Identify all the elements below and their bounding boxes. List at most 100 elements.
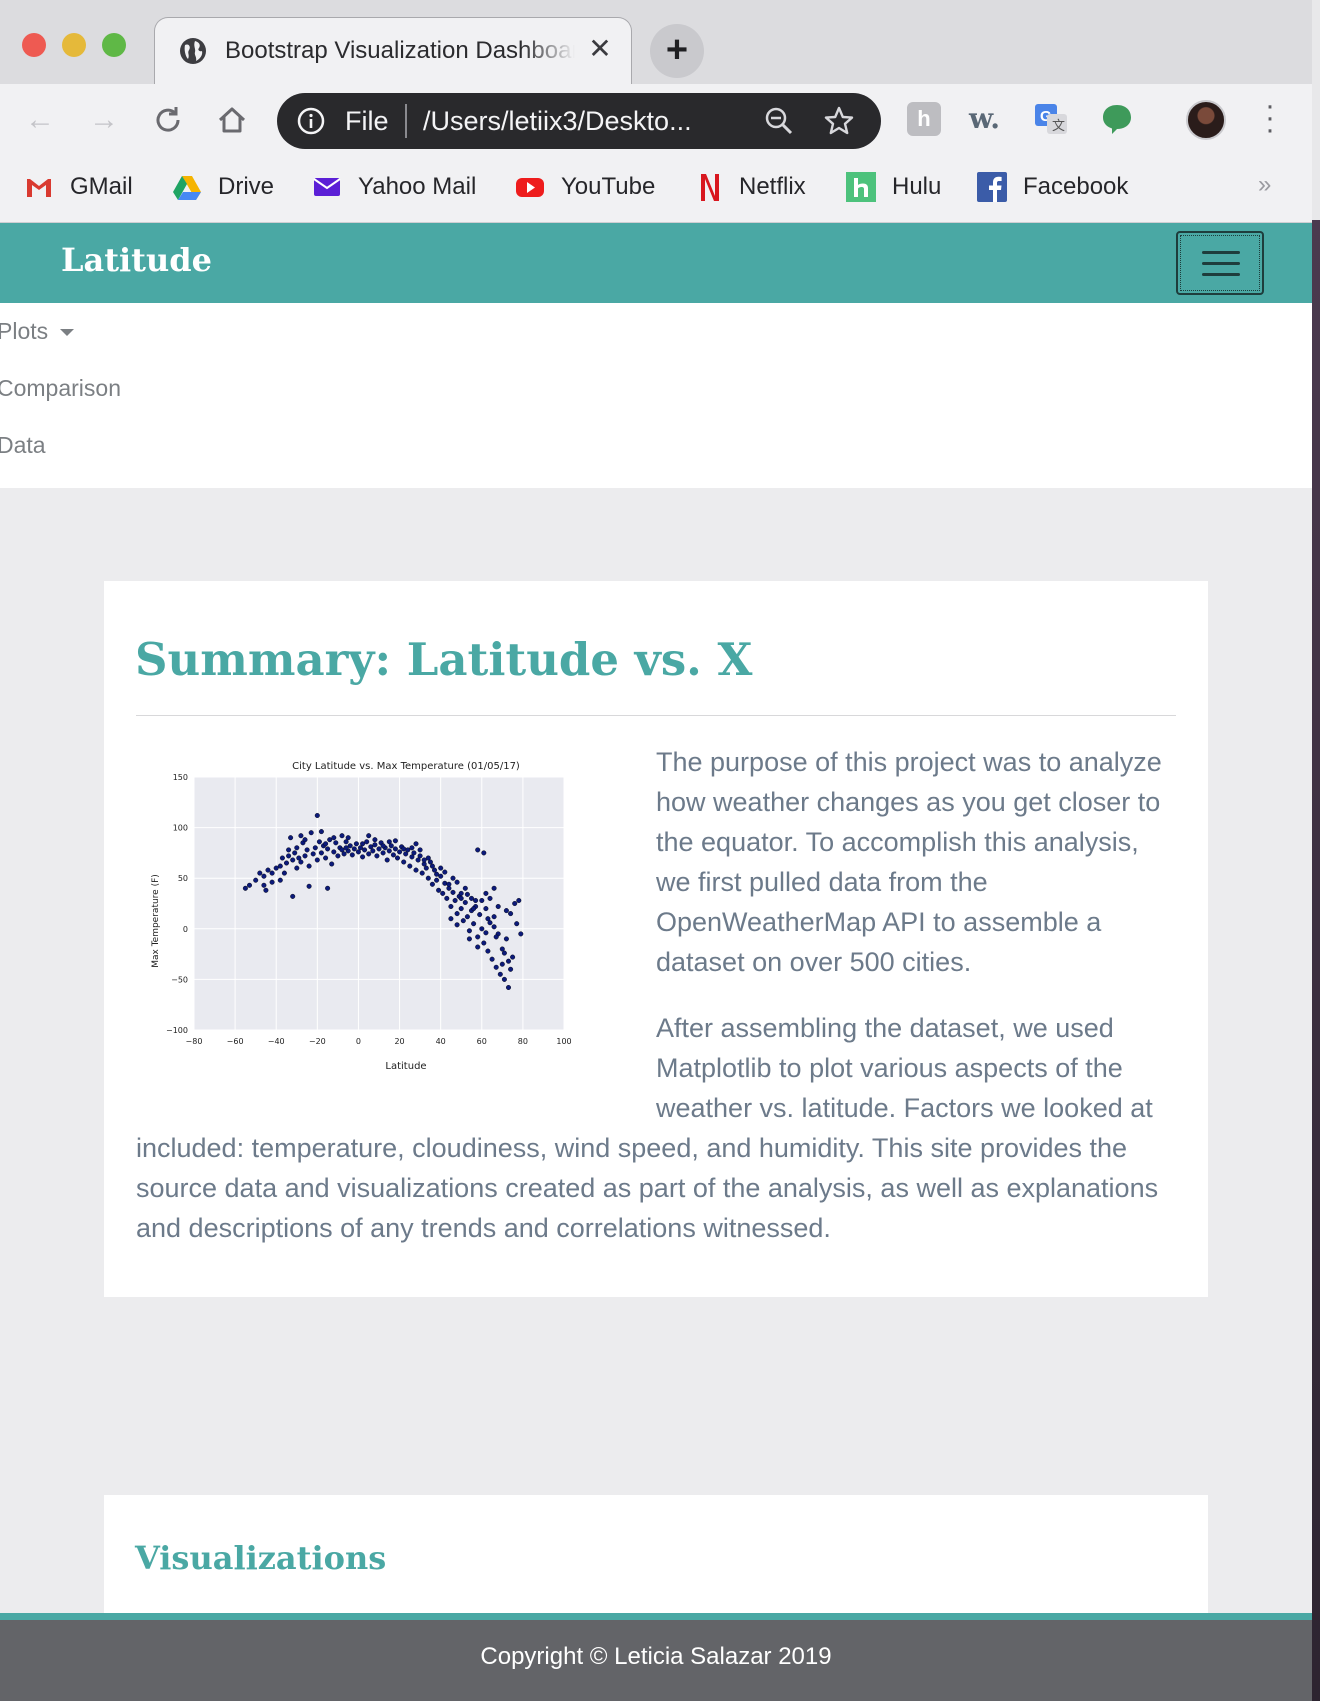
data-point [370,848,376,854]
data-point [512,900,518,906]
data-point [390,852,396,858]
x-tick-label: 100 [556,1037,571,1046]
data-point [372,842,378,848]
close-window-button[interactable] [22,33,46,57]
y-tick-label: −100 [166,1026,188,1035]
data-point [493,964,499,970]
data-point [286,847,292,853]
data-point [261,873,267,879]
yahoo-mail-icon [313,178,341,196]
nav-plots-dropdown[interactable]: Plots [0,318,75,345]
zoom-out-icon[interactable] [764,106,794,136]
bookmark-star-icon[interactable] [823,105,855,137]
data-point [425,875,431,881]
data-point [290,893,296,899]
bookmark-gmail[interactable]: GMail [24,170,133,204]
translate-extension-icon[interactable]: G 文 [1034,102,1068,136]
new-tab-button[interactable]: + [650,24,704,78]
data-point [273,865,279,871]
data-point [483,906,489,912]
data-point [442,880,448,886]
profile-avatar[interactable] [1186,100,1226,140]
data-point [376,846,382,852]
y-tick-label: −50 [171,975,188,984]
y-tick-label: 0 [183,925,188,934]
info-icon[interactable] [297,107,325,135]
data-point [333,840,339,846]
bookmark-facebook[interactable]: Facebook [977,170,1128,204]
x-tick-label: −80 [186,1037,203,1046]
data-point [279,855,285,861]
close-tab-icon[interactable]: ✕ [588,33,612,64]
data-point [417,853,423,859]
browser-toolbar: ← → File /Users/letiix3/Deskto... [0,84,1312,156]
data-point [314,812,320,818]
reload-icon[interactable] [148,100,188,140]
tab-active[interactable]: Bootstrap Visualization Dashboard ✕ [154,17,632,85]
bookmark-drive[interactable]: Drive [172,170,274,204]
bookmark-label: Yahoo Mail [358,173,477,200]
data-point [339,833,345,839]
data-point [386,839,392,845]
data-point [294,865,300,871]
data-point [277,863,283,869]
data-point [506,958,512,964]
data-point [341,851,347,857]
data-point [380,850,386,856]
data-point [473,897,479,903]
x-axis-label: Latitude [385,1061,426,1072]
bookmarks-bar: GMail Drive Yahoo Mail YouTube Netflix H… [0,156,1312,223]
data-point [491,914,497,920]
y-tick-label: 50 [178,874,188,883]
address-bar[interactable]: File /Users/letiix3/Deskto... [277,93,881,149]
data-point [450,875,456,881]
forward-arrow-icon[interactable]: → [89,103,119,136]
more-bookmarks-chevron-icon[interactable]: » [1258,171,1272,198]
home-glyph [218,107,246,133]
nav-data[interactable]: Data [0,432,46,459]
bookmark-hulu[interactable]: Hulu [846,170,941,204]
data-point [506,984,512,990]
data-point [483,930,489,936]
minimize-window-button[interactable] [62,33,86,57]
data-point [288,835,294,841]
data-point [454,879,460,885]
chat-extension-icon[interactable] [1100,102,1134,136]
home-icon[interactable] [212,100,252,140]
data-point [462,885,468,891]
url-text[interactable]: /Users/letiix3/Deskto... [423,106,692,136]
hamburger-icon-bar [1202,262,1240,265]
bookmark-yahoo-mail[interactable]: Yahoo Mail [312,170,476,204]
back-arrow-icon[interactable]: ← [25,103,55,136]
data-point [349,852,355,858]
hamburger-icon-bar [1202,273,1240,276]
bookmark-label: GMail [70,173,133,200]
w-extension-icon[interactable]: w. [969,102,1001,135]
data-point [438,873,444,879]
maximize-window-button[interactable] [102,33,126,57]
data-point [318,850,324,856]
kebab-menu-icon[interactable]: · · · [1265,89,1275,146]
data-point [489,956,495,962]
data-point [257,870,263,876]
navbar-brand[interactable]: Latitude [61,241,212,279]
data-point [407,863,413,869]
honey-extension-icon[interactable]: h [907,102,941,136]
nav-comparison[interactable]: Comparison [0,375,121,402]
data-point [454,922,460,928]
x-tick-label: −40 [268,1037,285,1046]
x-tick-label: 0 [356,1037,361,1046]
bookmark-label: Netflix [739,173,806,200]
navbar-toggler-button[interactable] [1176,231,1264,295]
data-point [384,857,390,863]
bookmark-youtube[interactable]: YouTube [515,170,655,204]
bookmark-netflix[interactable]: Netflix [693,170,806,204]
data-point [413,841,419,847]
y-tick-label: 150 [173,773,188,782]
latitude-temperature-scatter-plot[interactable]: −80 −60 −40 −20 0 20 40 60 80 100 −100 −50 0 50 100 150… [148,749,628,1073]
data-point [415,857,421,863]
data-point [413,867,419,873]
visualizations-heading: Visualizations [135,1539,387,1577]
data-point [495,903,501,909]
data-point [448,916,454,922]
